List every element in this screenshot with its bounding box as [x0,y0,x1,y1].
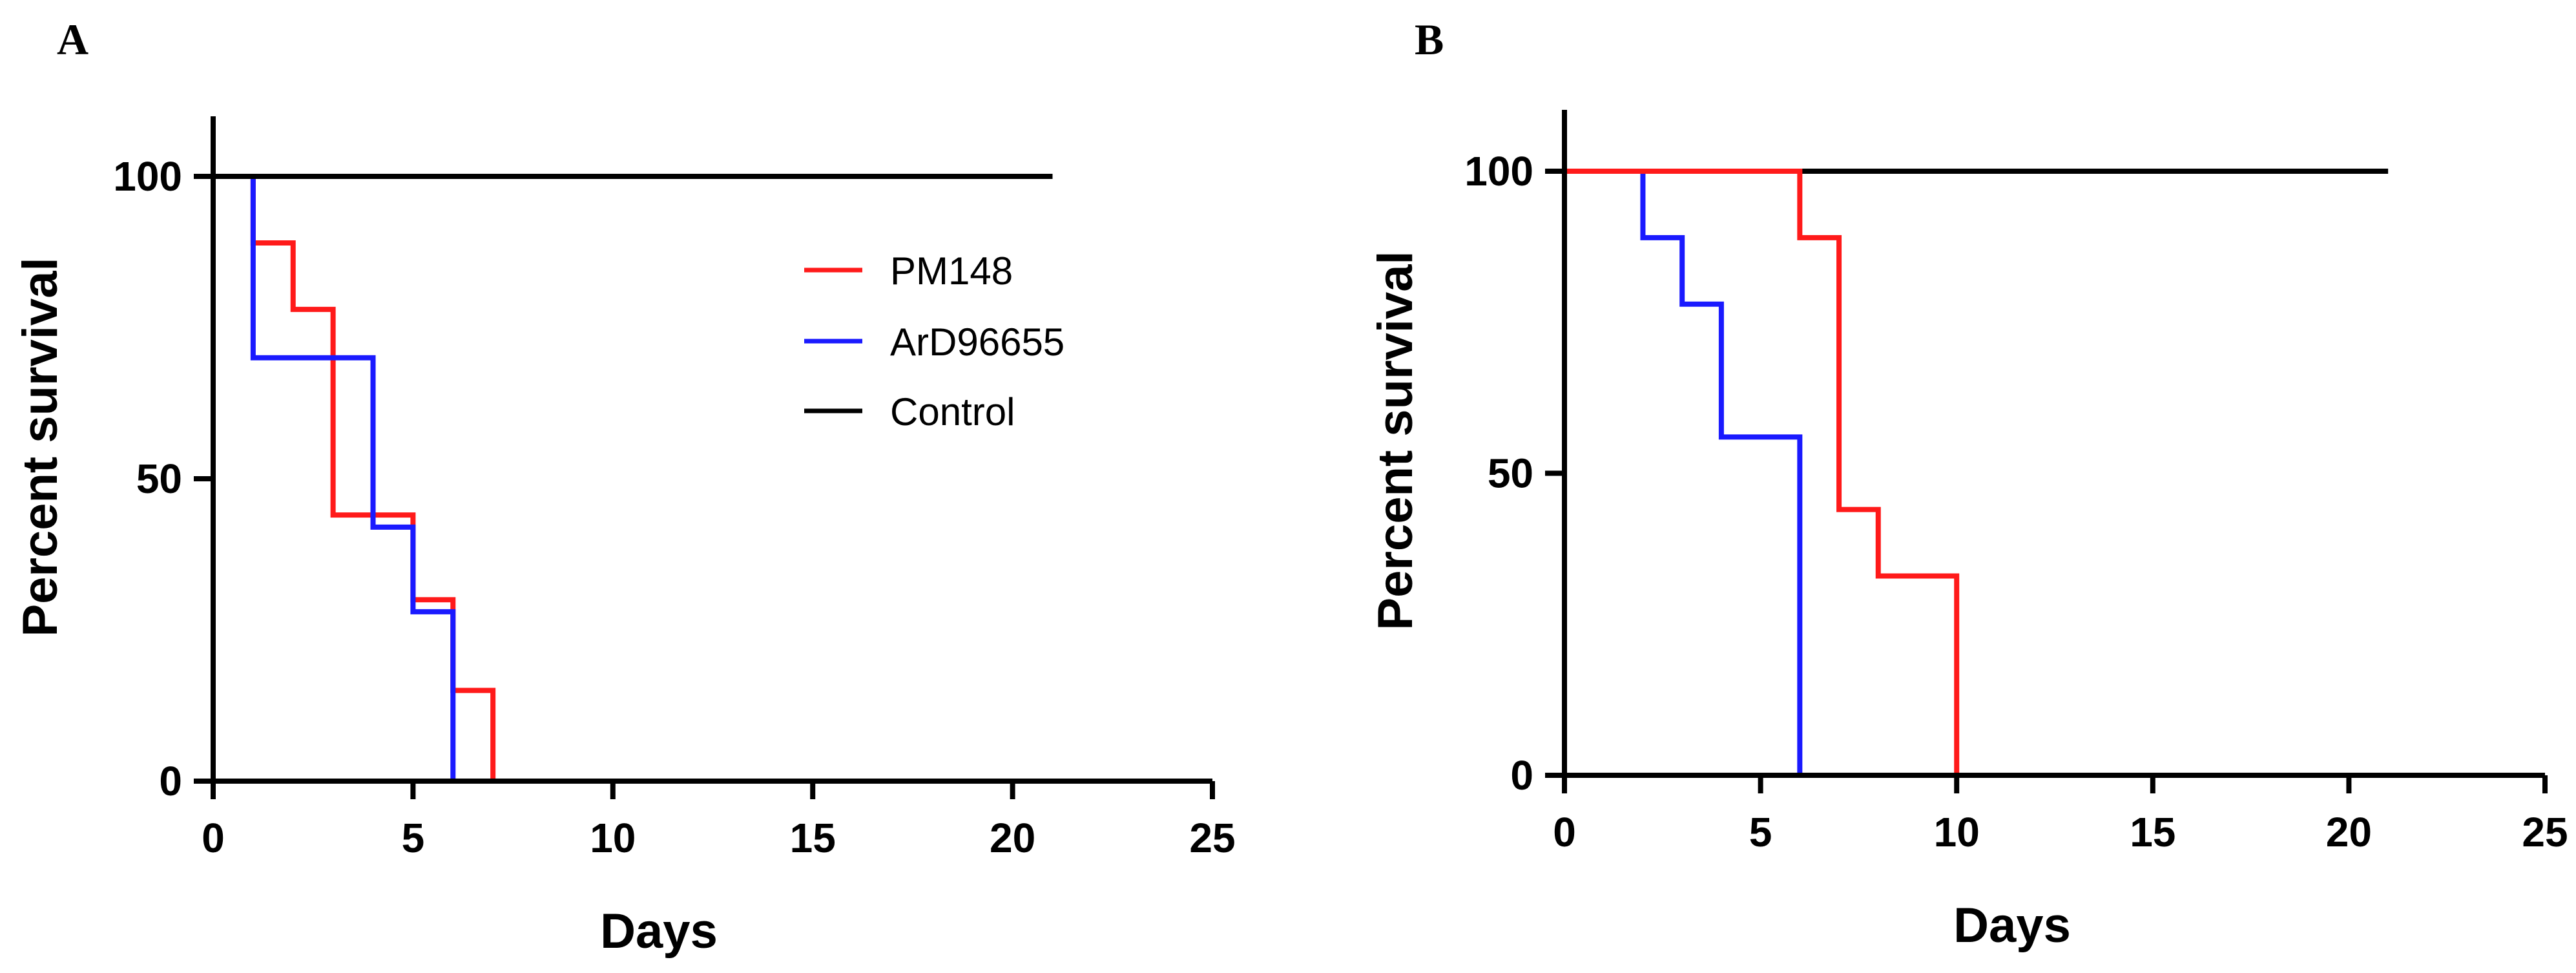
panel-b-series [1564,169,2389,775]
panel-b: B 0 5 10 15 20 25 0 50 100 Days Percent survival [1368,15,2568,953]
x-tick-label: 25 [1189,815,1235,861]
panel-a-axes [211,116,1212,784]
panel-b-ticks: 0 5 10 15 20 25 0 50 100 [1464,148,2568,855]
x-tick-label: 5 [402,815,425,861]
y-tick-label: 50 [136,455,182,502]
x-tick-label: 15 [790,815,836,861]
x-tick-label: 20 [990,815,1035,861]
series-ard96655-line [213,174,456,781]
x-tick-label: 0 [1553,809,1576,855]
panel-a: A 0 5 10 15 20 25 0 50 100 Days Percent survival… [13,15,1236,959]
x-tick-label: 15 [2130,809,2176,855]
legend-label-ard96655: ArD96655 [890,320,1065,364]
legend-label-control: Control [890,390,1015,434]
panel-a-x-axis-title: Days [600,904,718,959]
y-tick-label: 0 [1510,752,1533,799]
panel-b-letter: B [1415,15,1444,64]
x-tick-label: 10 [590,815,636,861]
x-tick-label: 10 [1934,809,1980,855]
y-tick-label: 50 [1488,450,1533,497]
panel-a-series [213,174,1053,781]
x-tick-label: 5 [1749,809,1772,855]
series-ard96655-line [1564,169,1803,775]
y-tick-label: 0 [159,758,182,804]
panel-a-ticks: 0 5 10 15 20 25 0 50 100 [113,153,1235,861]
panel-a-y-axis-title: Percent survival [13,257,68,636]
y-tick-label: 100 [1464,148,1533,194]
panel-b-y-axis-title: Percent survival [1368,251,1423,630]
x-tick-label: 20 [2326,809,2372,855]
panel-b-axes [1562,110,2545,778]
x-tick-label: 25 [2522,809,2568,855]
legend-label-pm148: PM148 [890,249,1013,293]
panel-b-x-axis-title: Days [1953,898,2071,953]
panel-a-legend: PM148 ArD96655 Control [804,249,1065,434]
panel-a-letter: A [57,15,88,64]
series-pm148-line [1564,169,1960,775]
y-tick-label: 100 [113,153,182,200]
x-tick-label: 0 [202,815,225,861]
